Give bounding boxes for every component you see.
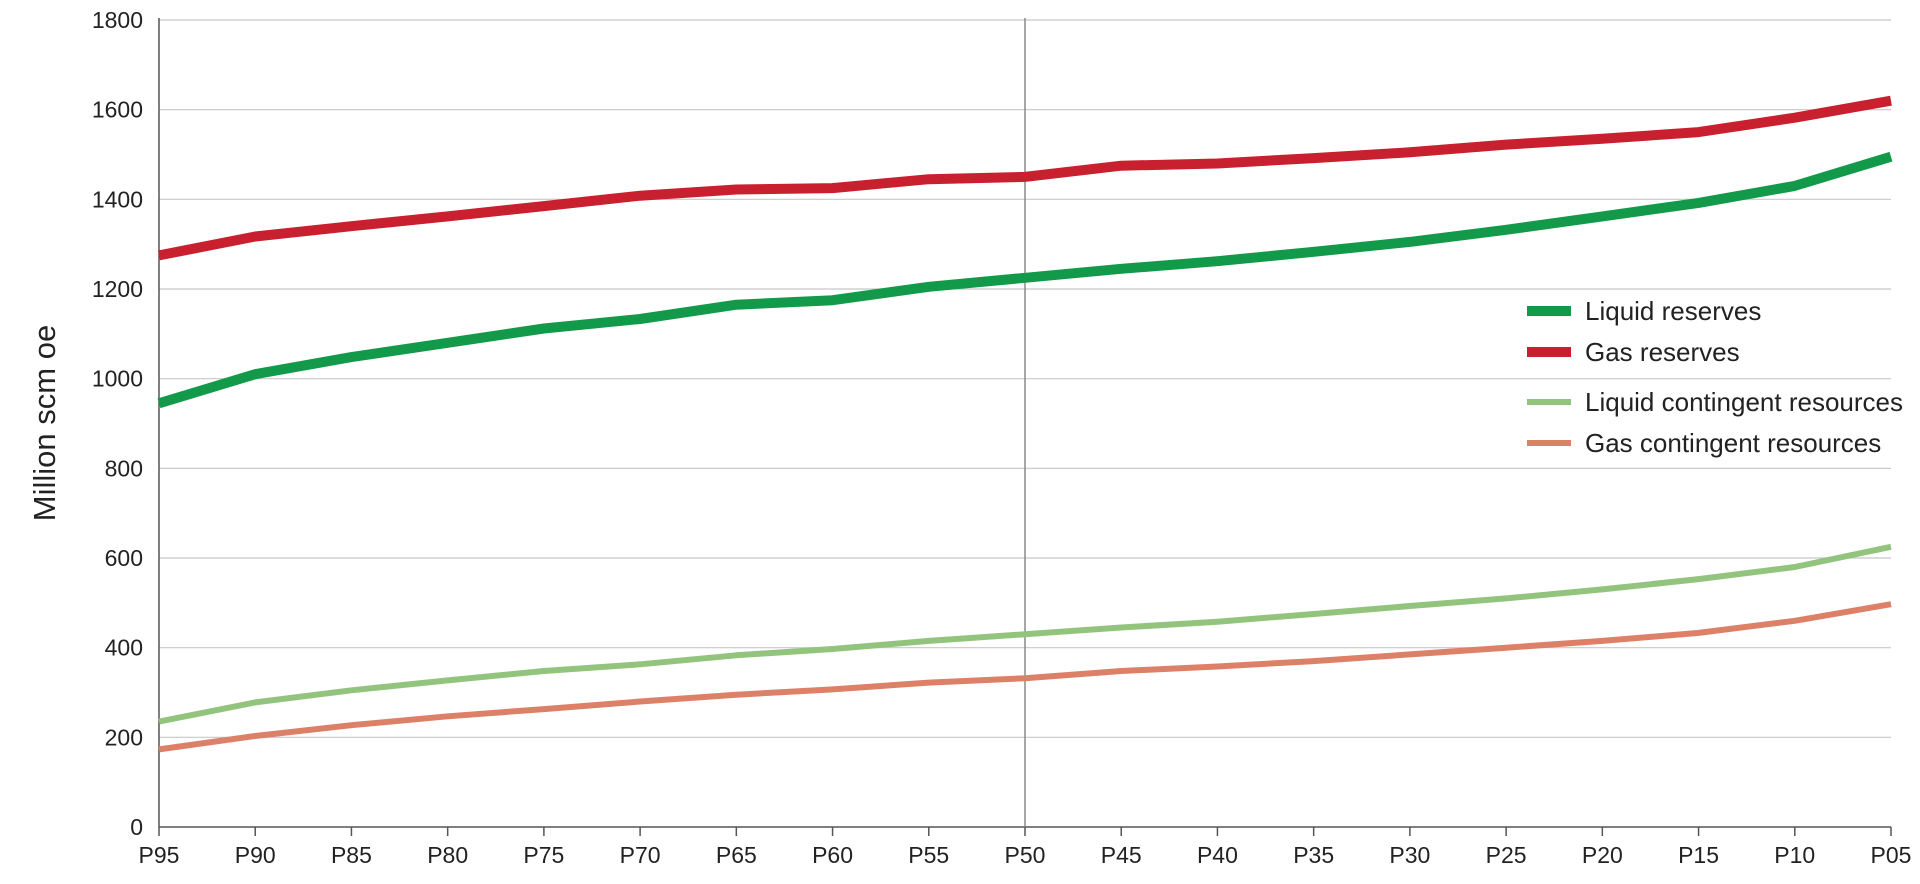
x-tick-label: P50 [1005,842,1046,868]
y-tick-label: 0 [130,814,143,840]
x-tick-label: P55 [908,842,949,868]
y-tick-label: 600 [105,545,143,571]
y-tick-label: 800 [105,455,143,481]
x-tick-label: P30 [1389,842,1430,868]
legend-label-liquid-reserves: Liquid reserves [1585,296,1761,326]
y-tick-label: 1800 [92,7,143,33]
x-tick-label: P95 [139,842,180,868]
x-tick-label: P85 [331,842,372,868]
series-line-liquid-reserves [157,151,1893,409]
y-tick-label: 400 [105,635,143,661]
legend-label-liquid-contingent-resources: Liquid contingent resources [1585,387,1903,417]
x-tick-label: P25 [1486,842,1527,868]
x-tick-label: P65 [716,842,757,868]
x-tick-label: P45 [1101,842,1142,868]
tick-labels: 0 200 400 600 800 1000 1200 1400 1600 1800 P95 P90 P… [92,7,1912,868]
legend-label-gas-reserves: Gas reserves [1585,337,1740,367]
axes [158,18,1892,836]
series-line-gas-contingent-resources [158,601,1892,753]
y-tick-label: 1200 [92,276,143,302]
x-tick-label: P90 [235,842,276,868]
x-tick-label: P40 [1197,842,1238,868]
y-tick-label: 1600 [92,97,143,123]
x-tick-label: P70 [620,842,661,868]
x-tick-label: P10 [1774,842,1815,868]
y-axis-title: Million scm oe [27,325,62,521]
x-tick-label: P75 [523,842,564,868]
x-tick-label: P80 [427,842,468,868]
y-tick-label: 200 [105,724,143,750]
x-tick-label: P35 [1293,842,1334,868]
series-line-liquid-contingent-resources [158,543,1892,725]
legend: Liquid reserves Gas reserves Liquid contin… [1527,296,1903,458]
series-lines [157,95,1893,753]
y-tick-label: 1400 [92,186,143,212]
x-tick-label: P15 [1678,842,1719,868]
x-tick-label: P05 [1871,842,1912,868]
legend-label-gas-contingent-resources: Gas contingent resources [1585,428,1881,458]
series-line-gas-reserves [158,95,1892,261]
y-tick-label: 1000 [92,366,143,392]
x-tick-label: P60 [812,842,853,868]
x-tick-label: P20 [1582,842,1623,868]
